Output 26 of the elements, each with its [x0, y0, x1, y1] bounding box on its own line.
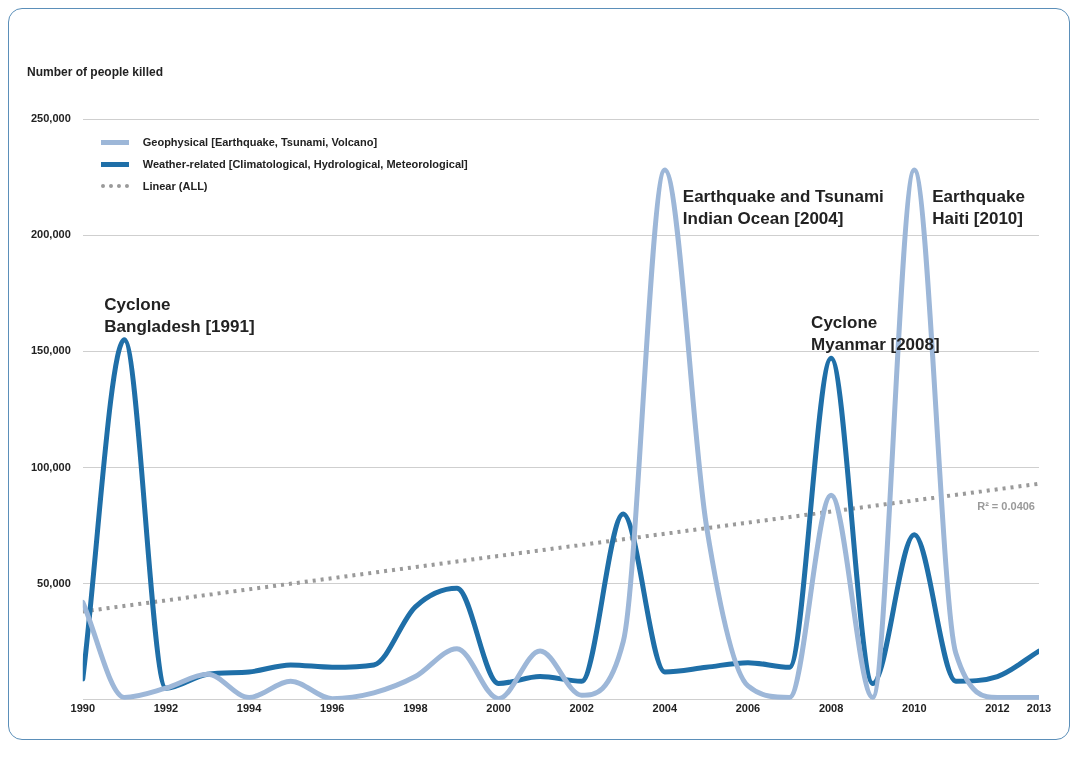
- x-tick-label: 2012: [985, 702, 1010, 715]
- x-tick-label: 2000: [486, 702, 511, 715]
- legend-label: Linear (ALL): [142, 180, 208, 192]
- annotation: Earthquake and Tsunami Indian Ocean [2004]: [682, 187, 884, 229]
- annotation: Cyclone Bangladesh [1991]: [104, 294, 255, 336]
- annotation: R² = 0.0406: [977, 499, 1035, 512]
- x-tick-label: 1998: [403, 702, 428, 715]
- x-tick-label: 2013: [1026, 702, 1052, 715]
- x-tick-label: 1994: [236, 702, 263, 715]
- x-tick-label: 1992: [153, 702, 179, 715]
- x-tick-label: 2002: [569, 702, 594, 715]
- x-tick-label: 2006: [735, 702, 761, 715]
- x-tick-label: 2004: [652, 702, 678, 715]
- x-tick-label: 2010: [902, 702, 927, 715]
- y-tick-label: 150,000: [31, 344, 71, 357]
- y-axis-title: Number of people killed: [27, 65, 164, 80]
- annotation: Earthquake Haiti [2010]: [932, 187, 1025, 229]
- x-tick-label: 2008: [818, 702, 844, 715]
- legend-label: Weather-related [Climatological, Hydrological, Meteorological]: [142, 158, 468, 170]
- y-tick-label: 200,000: [31, 228, 71, 241]
- y-tick-label: 250,000: [31, 112, 71, 125]
- legend-label: Geophysical [Earthquake, Tsunami, Volcano]: [142, 136, 378, 148]
- x-tick-label: 1996: [319, 702, 345, 715]
- y-tick-label: 50,000: [37, 576, 71, 589]
- y-tick-label: 100,000: [31, 460, 71, 473]
- x-tick-label: 1990: [70, 702, 95, 715]
